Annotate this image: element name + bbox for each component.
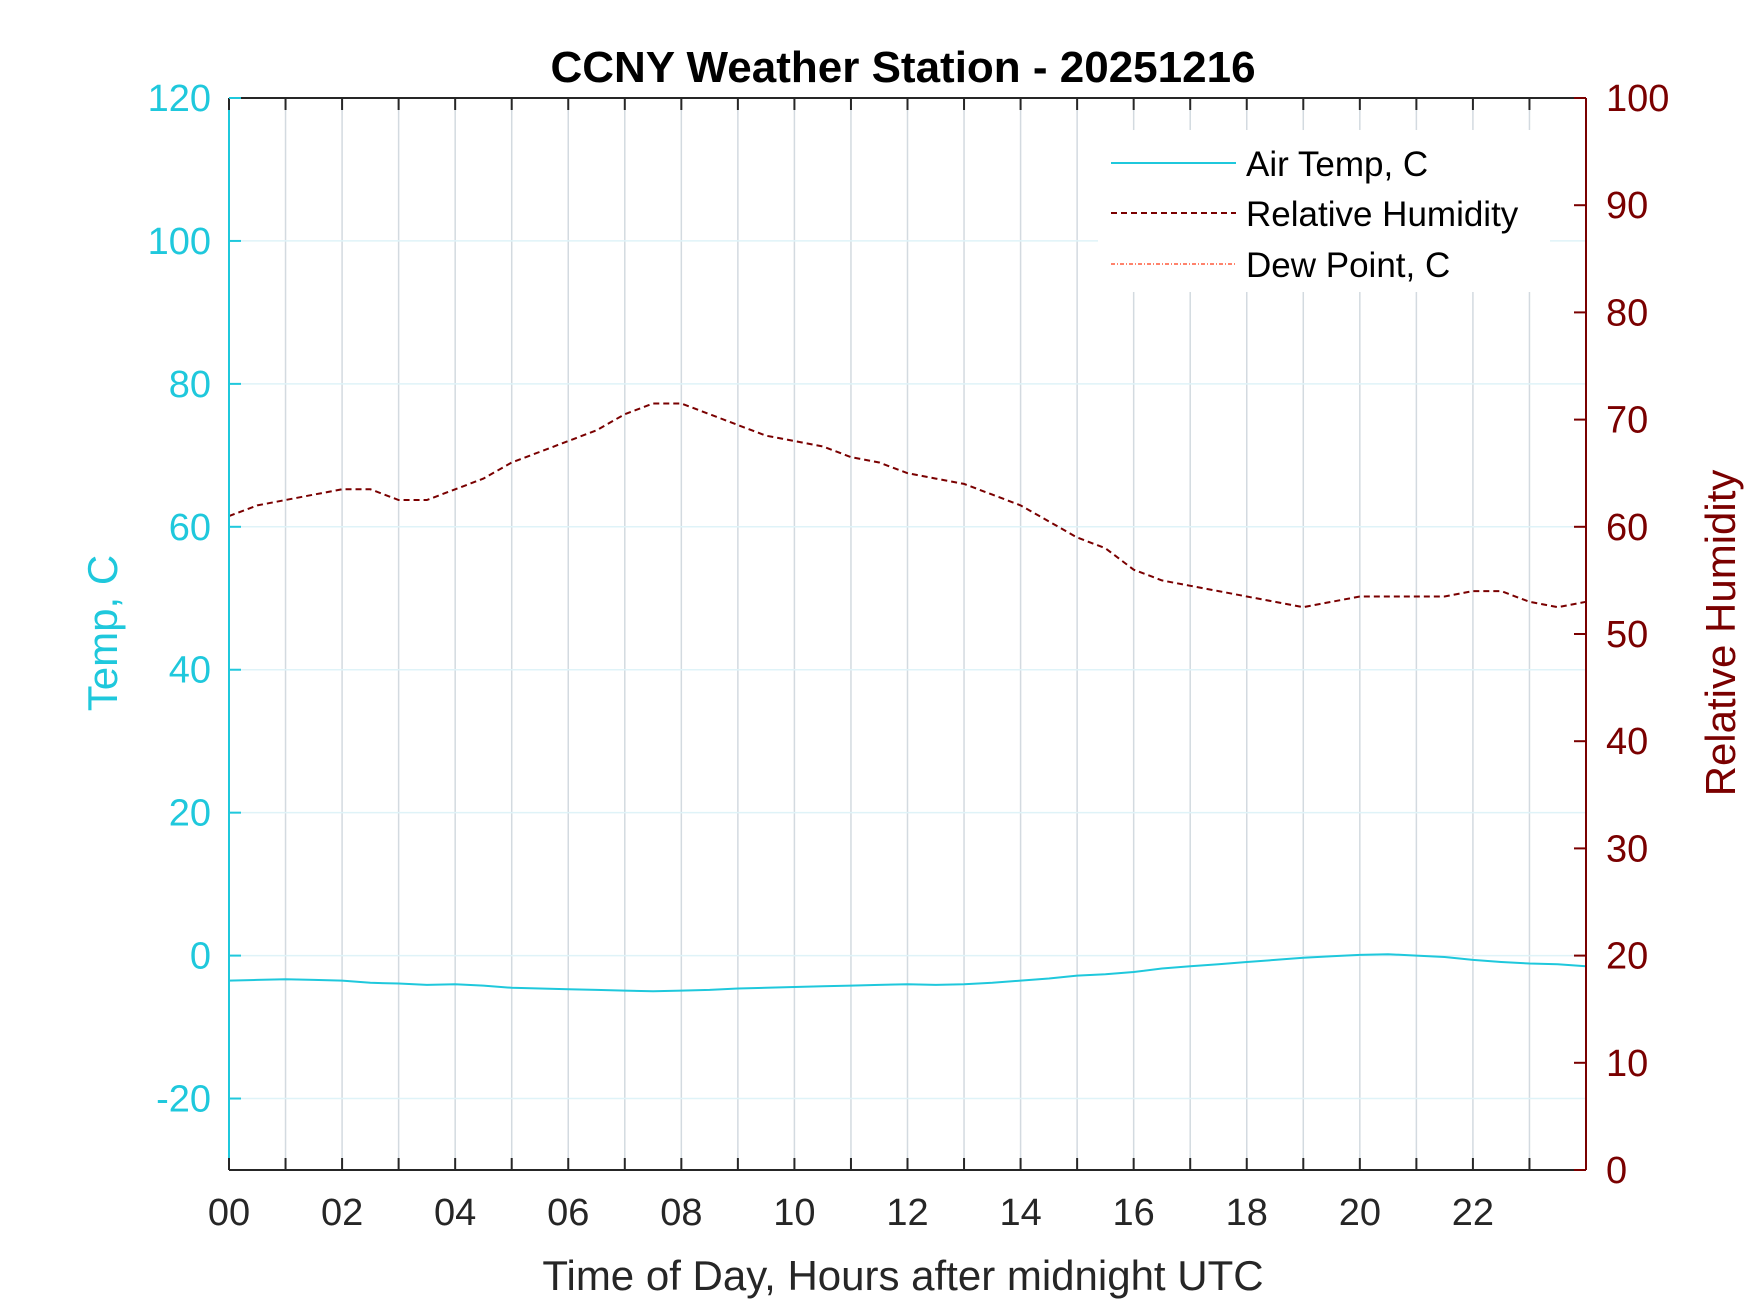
y-axis-left-label: Temp, C xyxy=(79,555,126,711)
y-right-tick-label: 80 xyxy=(1606,292,1648,334)
legend-label-dew-point: Dew Point, C xyxy=(1246,246,1450,285)
y-right-tick-label: 70 xyxy=(1606,400,1648,442)
series-air-temp-line xyxy=(228,953,1587,993)
x-tick-label: 08 xyxy=(660,1192,702,1234)
x-tick-label: 18 xyxy=(1226,1192,1268,1234)
series-layer xyxy=(228,402,1587,993)
x-tick-label: 00 xyxy=(208,1192,250,1234)
y-left-tick-label: 20 xyxy=(169,793,211,835)
y-left-tick-label: 60 xyxy=(169,507,211,549)
legend: Air Temp, C Relative Humidity Dew Point,… xyxy=(1098,130,1550,292)
x-tick-label: 16 xyxy=(1113,1192,1155,1234)
y-right-tick-label: 40 xyxy=(1606,721,1648,763)
y-right-tick-label: 20 xyxy=(1606,936,1648,978)
legend-box xyxy=(1098,130,1550,292)
grid-lines xyxy=(229,98,1586,1170)
y-left-tick-label: -20 xyxy=(156,1079,211,1121)
x-tick-label: 20 xyxy=(1339,1192,1381,1234)
y-right-tick-label: 10 xyxy=(1606,1043,1648,1085)
y-right-tick-label: 100 xyxy=(1606,78,1669,120)
x-axis-label: Time of Day, Hours after midnight UTC xyxy=(542,1252,1263,1299)
x-tick-label: 02 xyxy=(321,1192,363,1234)
x-tick-label: 10 xyxy=(773,1192,815,1234)
x-tick-label: 22 xyxy=(1452,1192,1494,1234)
chart-title: CCNY Weather Station - 20251216 xyxy=(550,43,1255,92)
y-left-tick-label: 0 xyxy=(190,936,211,978)
x-tick-label: 06 xyxy=(547,1192,589,1234)
series-relative-humidity-line xyxy=(228,402,1587,609)
x-tick-label: 04 xyxy=(434,1192,476,1234)
x-tick-label: 14 xyxy=(999,1192,1041,1234)
y-right-tick-label: 30 xyxy=(1606,828,1648,870)
y-axis-left-ticks: 120 100 80 60 40 20 0 -20 xyxy=(148,78,241,1121)
y-right-tick-label: 50 xyxy=(1606,614,1648,656)
y-axis-right-label: Relative Humidity xyxy=(1697,470,1744,797)
y-right-tick-label: 60 xyxy=(1606,507,1648,549)
y-right-tick-label: 90 xyxy=(1606,185,1648,227)
x-tick-label: 12 xyxy=(886,1192,928,1234)
y-left-tick-label: 100 xyxy=(148,221,211,263)
y-right-tick-label: 0 xyxy=(1606,1150,1627,1192)
y-left-tick-label: 120 xyxy=(148,78,211,120)
y-left-tick-label: 40 xyxy=(169,650,211,692)
y-left-tick-label: 80 xyxy=(169,364,211,406)
legend-label-air-temp: Air Temp, C xyxy=(1246,145,1428,184)
legend-label-relative-humidity: Relative Humidity xyxy=(1246,195,1519,234)
x-axis-ticks: 00 02 04 06 08 10 12 14 16 18 20 22 xyxy=(208,98,1531,1234)
